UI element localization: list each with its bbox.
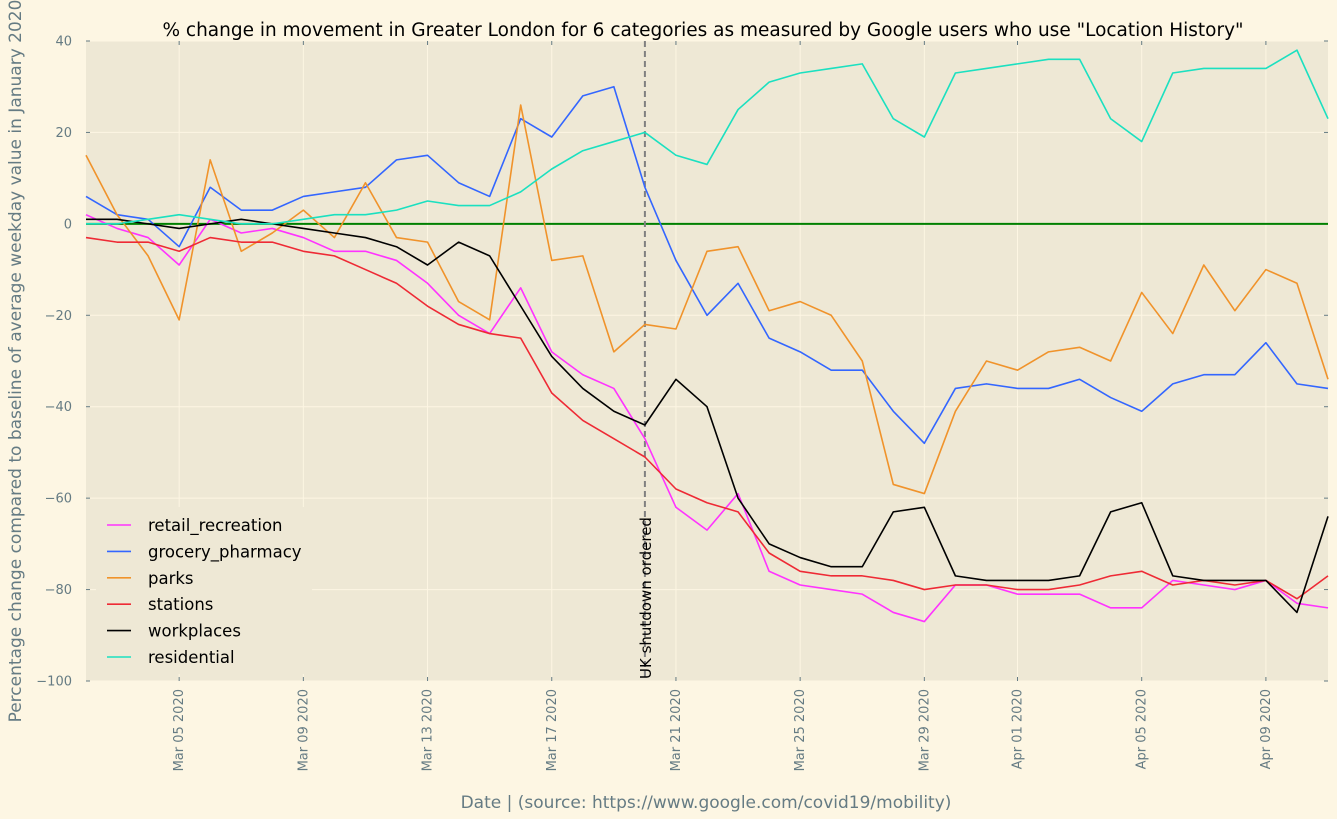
legend-label-parks: parks bbox=[148, 569, 194, 588]
x-tick-label: Mar 29 2020 bbox=[917, 689, 932, 771]
legend-box bbox=[96, 507, 312, 674]
series-line-parks bbox=[85, 104, 1329, 495]
x-tick-label: Mar 25 2020 bbox=[793, 689, 808, 771]
legend-label-grocery-pharmacy: grocery_pharmacy bbox=[148, 542, 302, 562]
series-line-workplaces bbox=[86, 218, 1329, 614]
y-tick-label: −60 bbox=[45, 492, 72, 507]
legend-label-retail-recreation: retail_recreation bbox=[148, 516, 283, 536]
legend-label-workplaces: workplaces bbox=[148, 622, 241, 641]
y-tick-label: −80 bbox=[45, 583, 72, 598]
x-tick-label: Mar 17 2020 bbox=[545, 689, 560, 771]
legend-label-stations: stations bbox=[148, 595, 213, 614]
x-tick-label: Apr 05 2020 bbox=[1135, 689, 1150, 769]
y-axis: 40 20 0 −20 −40 −60 −80 −100 bbox=[36, 35, 1328, 690]
y-tick-label: −20 bbox=[45, 309, 72, 324]
x-tick-label: Apr 09 2020 bbox=[1259, 689, 1274, 769]
shutdown-annotation: UK shutdown ordered bbox=[637, 517, 655, 679]
y-tick-label: −100 bbox=[36, 675, 72, 690]
y-tick-label: 40 bbox=[55, 35, 72, 50]
x-tick-label: Mar 05 2020 bbox=[172, 689, 187, 771]
x-axis: Mar 05 2020 Mar 09 2020 Mar 13 2020 Mar 17 … bbox=[172, 41, 1274, 771]
series-line-stations bbox=[85, 236, 1329, 600]
x-tick-label: Mar 09 2020 bbox=[296, 689, 311, 771]
legend-label-residential: residential bbox=[148, 648, 235, 667]
y-axis-title: Percentage change compared to baseline o… bbox=[6, 0, 26, 722]
series-line-retail-recreation bbox=[85, 213, 1329, 623]
chart-title: % change in movement in Greater London f… bbox=[162, 20, 1243, 41]
series-lines bbox=[85, 49, 1329, 623]
x-axis-title: Date | (source: https://www.google.com/c… bbox=[461, 793, 952, 813]
x-tick-label: Apr 01 2020 bbox=[1011, 689, 1026, 769]
y-tick-label: 20 bbox=[55, 126, 72, 141]
series-line-residential bbox=[86, 49, 1329, 225]
y-tick-label: −40 bbox=[45, 400, 72, 415]
x-tick-label: Mar 13 2020 bbox=[421, 689, 436, 771]
series-line-grocery-pharmacy bbox=[85, 85, 1329, 445]
x-tick-label: Mar 21 2020 bbox=[669, 689, 684, 771]
y-tick-label: 0 bbox=[64, 217, 72, 232]
